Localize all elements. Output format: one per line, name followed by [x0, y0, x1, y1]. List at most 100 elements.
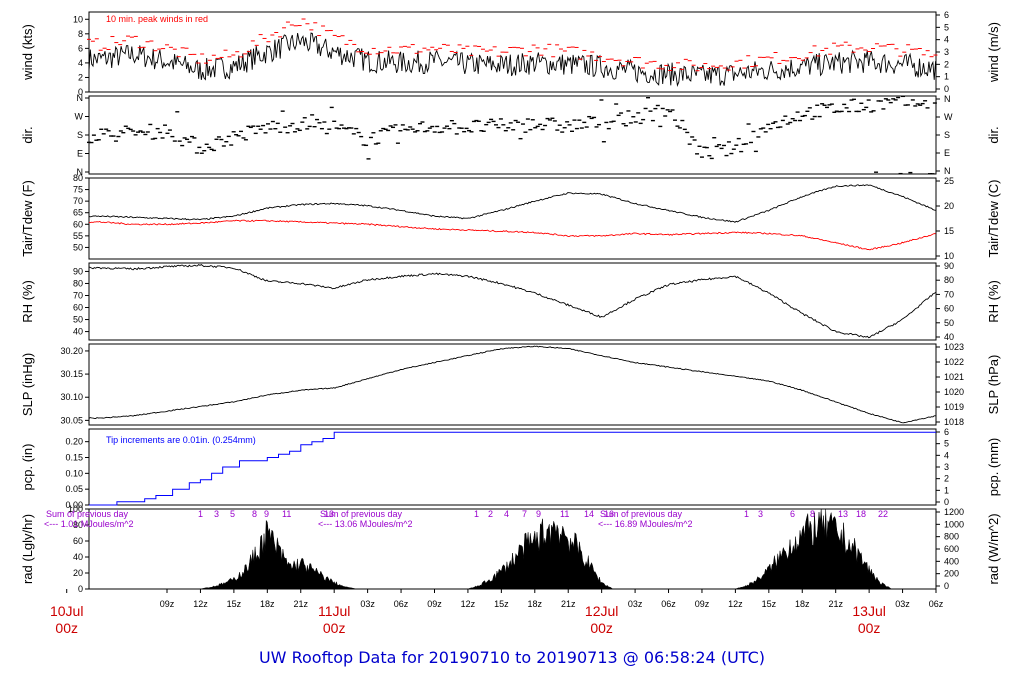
ytick-right-label-precipitation: 5 — [944, 439, 949, 449]
xtick-label: 06z — [929, 599, 944, 609]
ytick-label-humidity: 90 — [73, 266, 83, 276]
ytick-right-label-radiation: 0 — [944, 581, 949, 591]
radiation-hour-mark: 11 — [282, 509, 291, 519]
ytick-right-label-precipitation: 6 — [944, 427, 949, 437]
ytick-right-label-pressure: 1022 — [944, 357, 964, 367]
radiation-hour-mark: 1 — [744, 509, 749, 519]
ytick-right-label-precipitation: 4 — [944, 450, 949, 460]
ylabel-direction: dir. — [20, 126, 35, 143]
ytick-right-label-direction: N — [944, 94, 951, 104]
ytick-label-radiation: 40 — [73, 552, 83, 562]
ytick-right-label-wind: 3 — [944, 47, 949, 57]
ytick-right-label-radiation: 600 — [944, 544, 959, 554]
xtick-label: 21z — [561, 599, 576, 609]
ytick-right-label-pressure: 1021 — [944, 372, 964, 382]
radiation-hour-mark: 5 — [230, 509, 235, 519]
ytick-label-radiation: 20 — [73, 568, 83, 578]
xtick-label: 12z — [193, 599, 208, 609]
radiation-hour-mark: 16 — [604, 509, 614, 519]
day-label: 10Jul — [50, 603, 83, 619]
precip-annotation: Tip increments are 0.01in. (0.254mm) — [106, 435, 256, 445]
xtick-label: 09z — [695, 599, 710, 609]
ylabel-temperature: Tair/Tdew (F) — [20, 180, 35, 257]
ylabel-radiation: rad (Lgly/hr) — [20, 514, 35, 584]
ytick-right-label-wind: 1 — [944, 72, 949, 82]
xtick-label: 18z — [260, 599, 275, 609]
ylabel-pressure: SLP (inHg) — [20, 353, 35, 416]
radiation-hour-mark: 4 — [504, 509, 509, 519]
ytick-right-label-pressure: 1023 — [944, 342, 964, 352]
radiation-sum-value: <--- 1.01 MJoules/m^2 — [44, 519, 134, 529]
ylabel-wind: wind (kts) — [20, 24, 35, 81]
xtick-label: 21z — [293, 599, 308, 609]
air-temperature-series — [88, 184, 936, 223]
ytick-label-temperature: 65 — [73, 208, 83, 218]
xtick-label: 06z — [394, 599, 409, 609]
ytick-label-humidity: 60 — [73, 303, 83, 313]
radiation-hour-mark: 8 — [252, 509, 257, 519]
ylabel-right-direction: dir. — [986, 126, 1001, 143]
wind-speed-series — [88, 32, 937, 87]
dewpoint-series — [88, 219, 936, 251]
ytick-right-label-pressure: 1020 — [944, 387, 964, 397]
radiation-hour-mark: 13 — [838, 509, 848, 519]
ytick-label-direction: W — [75, 112, 84, 122]
day-label: 13Jul — [852, 603, 885, 619]
ytick-label-wind: 6 — [78, 43, 83, 53]
ytick-right-label-temperature: 10 — [944, 251, 954, 261]
ytick-label-radiation: 60 — [73, 536, 83, 546]
radiation-hour-mark: 1 — [198, 509, 203, 519]
ylabel-right-temperature: Tair/Tdew (C) — [986, 179, 1001, 257]
ytick-label-pressure: 30.05 — [60, 415, 83, 425]
ytick-right-label-humidity: 90 — [944, 261, 954, 271]
ytick-label-temperature: 60 — [73, 219, 83, 229]
ytick-label-precipitation: 0.15 — [65, 453, 83, 463]
xtick-label: 03z — [895, 599, 910, 609]
precipitation-series — [89, 431, 936, 506]
xtick-label: 12z — [728, 599, 743, 609]
panel-frame-humidity — [88, 262, 937, 341]
xtick-label: 18z — [528, 599, 543, 609]
ytick-right-label-wind: 5 — [944, 22, 949, 32]
ytick-right-label-precipitation: 2 — [944, 474, 949, 484]
radiation-area-day-1 — [200, 519, 357, 590]
radiation-sum-value: <--- 13.06 MJoules/m^2 — [318, 519, 413, 529]
ytick-right-label-pressure: 1018 — [944, 417, 964, 427]
day-time-label: 00z — [858, 620, 881, 636]
ytick-label-wind: 10 — [73, 14, 83, 24]
panel-frame-wind — [88, 11, 937, 93]
ytick-right-label-radiation: 800 — [944, 532, 959, 542]
ytick-right-label-wind: 6 — [944, 10, 949, 20]
ytick-label-humidity: 40 — [73, 327, 83, 337]
ytick-label-direction: N — [77, 167, 84, 177]
ytick-label-temperature: 55 — [73, 231, 83, 241]
day-time-label: 00z — [590, 620, 613, 636]
ylabel-right-radiation: rad (W/m^2) — [986, 513, 1001, 584]
radiation-area-day-2 — [467, 518, 624, 590]
radiation-hour-mark: 18 — [856, 509, 866, 519]
ytick-label-wind: 8 — [78, 29, 83, 39]
ytick-right-label-radiation: 200 — [944, 569, 959, 579]
radiation-hour-mark: 11 — [560, 509, 569, 519]
xtick-label: 12z — [461, 599, 476, 609]
xtick-label: 15z — [494, 599, 509, 609]
ytick-label-precipitation: 0.00 — [65, 500, 83, 510]
ytick-label-radiation: 100 — [68, 504, 83, 514]
xtick-label: 18z — [795, 599, 810, 609]
ytick-right-label-humidity: 40 — [944, 332, 954, 342]
ytick-right-label-humidity: 80 — [944, 275, 954, 285]
ytick-label-humidity: 50 — [73, 315, 83, 325]
radiation-hour-mark: 22 — [878, 509, 888, 519]
ylabel-right-precipitation: pcp. (mm) — [986, 438, 1001, 497]
xtick-label: 21z — [828, 599, 843, 609]
radiation-hour-mark: 14 — [584, 509, 594, 519]
xtick-label: 03z — [628, 599, 643, 609]
ytick-label-humidity: 80 — [73, 278, 83, 288]
ytick-label-precipitation: 0.20 — [65, 437, 83, 447]
ytick-label-temperature: 50 — [73, 242, 83, 252]
ytick-label-radiation: 0 — [78, 584, 83, 594]
ytick-right-label-radiation: 400 — [944, 556, 959, 566]
radiation-hour-mark: 1 — [474, 509, 479, 519]
ytick-label-wind: 4 — [78, 58, 83, 68]
